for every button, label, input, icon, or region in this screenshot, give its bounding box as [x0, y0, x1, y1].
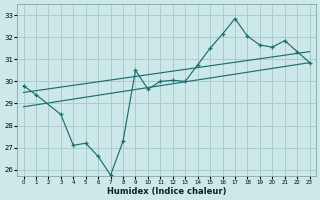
- X-axis label: Humidex (Indice chaleur): Humidex (Indice chaleur): [107, 187, 226, 196]
